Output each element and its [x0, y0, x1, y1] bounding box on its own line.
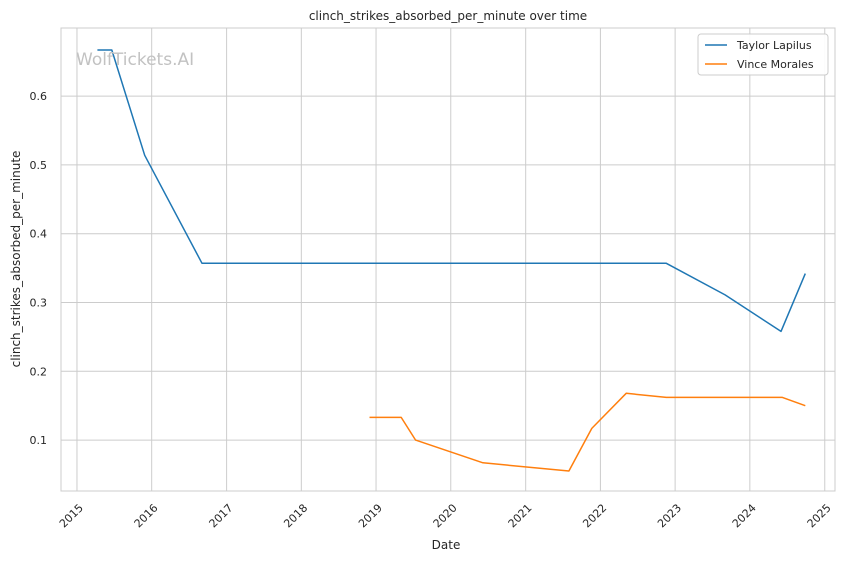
plot-background — [60, 27, 836, 492]
y-tick-label: 0.1 — [30, 434, 48, 447]
chart-title: clinch_strikes_absorbed_per_minute over … — [309, 9, 587, 23]
y-tick-label: 0.3 — [30, 296, 48, 309]
y-tick-label: 0.4 — [30, 228, 48, 241]
series-line-vince-morales — [369, 392, 806, 472]
series-lines — [97, 49, 806, 472]
legend: Taylor Lapilus Vince Morales — [697, 33, 829, 76]
x-tick-label: 2015 — [57, 501, 86, 530]
y-axis-label: clinch_strikes_absorbed_per_minute — [9, 151, 23, 368]
x-tick-label: 2017 — [207, 501, 236, 530]
x-tick-label: 2019 — [356, 501, 385, 530]
x-tick-label: 2023 — [655, 501, 684, 530]
x-tick-label: 2016 — [132, 501, 161, 530]
gridlines — [61, 28, 835, 491]
y-axis-ticks: 0.1 0.2 0.3 0.4 0.5 0.6 — [30, 90, 48, 447]
x-tick-label: 2020 — [431, 501, 460, 530]
x-tick-label: 2018 — [281, 501, 310, 530]
series-line-taylor-lapilus — [97, 49, 806, 333]
x-tick-label: 2025 — [805, 501, 834, 530]
x-tick-label: 2022 — [580, 501, 609, 530]
legend-label-vince-morales: Vince Morales — [737, 58, 814, 71]
y-tick-label: 0.6 — [30, 90, 48, 103]
y-tick-label: 0.2 — [30, 365, 48, 378]
y-tick-label: 0.5 — [30, 159, 48, 172]
x-axis-label: Date — [432, 538, 461, 552]
legend-label-taylor-lapilus: Taylor Lapilus — [736, 39, 812, 52]
watermark: WolfTickets.AI — [76, 50, 194, 70]
x-tick-label: 2024 — [730, 501, 759, 530]
x-tick-label: 2021 — [506, 501, 535, 530]
legend-box — [697, 33, 829, 76]
x-axis-ticks: 2015 2016 2017 2018 2019 2020 2021 2022 2023 2024… — [57, 501, 834, 530]
